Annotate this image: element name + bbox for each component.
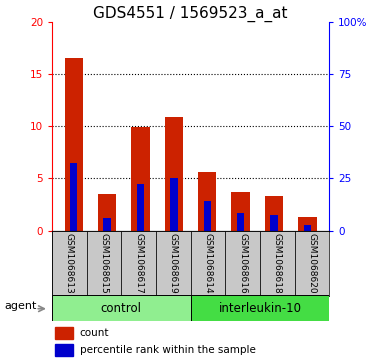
Bar [295, 231, 329, 296]
Bar [65, 58, 83, 231]
Bar [87, 231, 121, 296]
Text: GSM1068619: GSM1068619 [169, 233, 178, 294]
Text: count: count [80, 328, 109, 338]
Bar [231, 192, 250, 231]
Text: agent: agent [4, 301, 37, 311]
Text: control: control [101, 302, 142, 315]
Text: percentile rank within the sample: percentile rank within the sample [80, 345, 256, 355]
Bar [55, 327, 73, 339]
Bar [121, 231, 156, 296]
Bar [304, 225, 311, 231]
Bar [260, 231, 295, 296]
Bar [191, 231, 225, 296]
Bar [131, 127, 150, 231]
Bar [98, 194, 116, 231]
Bar [52, 295, 191, 321]
Bar [191, 295, 329, 321]
Bar [237, 213, 244, 231]
Text: interleukin-10: interleukin-10 [218, 302, 301, 315]
Bar [270, 215, 278, 231]
Text: GSM1068620: GSM1068620 [307, 233, 316, 294]
Bar [265, 196, 283, 231]
Bar [137, 184, 144, 231]
Bar [156, 231, 191, 296]
Bar [170, 178, 177, 231]
Text: GSM1068618: GSM1068618 [273, 233, 282, 294]
Text: GSM1068615: GSM1068615 [99, 233, 109, 294]
Bar [70, 163, 77, 231]
Text: GSM1068617: GSM1068617 [134, 233, 143, 294]
Bar [52, 231, 87, 296]
Bar [225, 231, 260, 296]
Bar [298, 217, 316, 231]
Title: GDS4551 / 1569523_a_at: GDS4551 / 1569523_a_at [93, 5, 288, 22]
Bar [55, 344, 73, 356]
Bar [104, 218, 111, 231]
Text: GSM1068616: GSM1068616 [238, 233, 247, 294]
Bar [204, 201, 211, 231]
Text: GSM1068614: GSM1068614 [203, 233, 213, 294]
Text: GSM1068613: GSM1068613 [65, 233, 74, 294]
Bar [165, 117, 183, 231]
Bar [198, 172, 216, 231]
